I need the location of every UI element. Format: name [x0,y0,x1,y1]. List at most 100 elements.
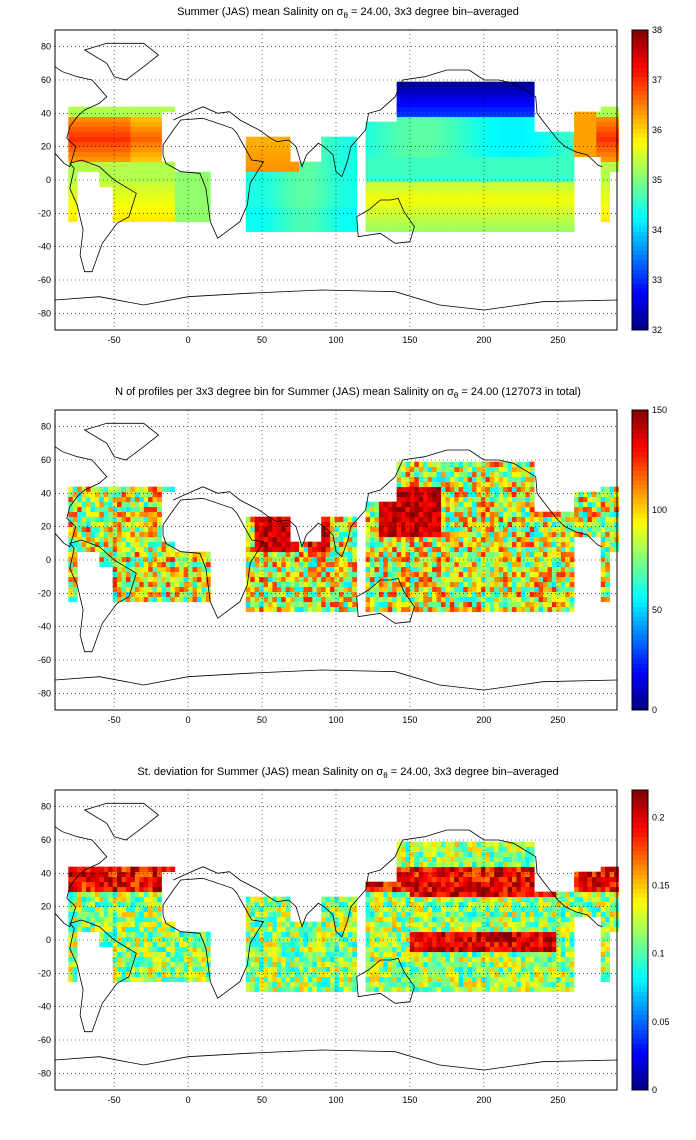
bin-cell [503,96,508,103]
bin-cell [409,181,415,188]
bin-cell [516,471,522,478]
bin-cell [347,551,353,558]
bin-cell [121,586,127,593]
colorbar-step [632,578,648,584]
bin-cell [480,86,486,93]
bin-cell [330,561,335,568]
bin-cell [86,161,91,168]
bin-cell [108,521,114,528]
bin-cell [81,526,87,533]
bin-cell [511,496,517,503]
bin-cell [103,171,109,178]
bin-cell [312,191,318,198]
bin-cell [525,176,531,183]
bin-cell [152,551,158,558]
bin-cell [467,156,473,163]
bin-cell [556,576,562,583]
bin-cell [130,116,136,123]
bin-cell [432,136,437,143]
bin-cell [81,531,87,538]
bin-cell [130,511,136,518]
bin-cell [534,541,540,548]
bin-cell [489,96,495,103]
bin-cell [125,531,131,538]
bin-cell [534,151,540,158]
bin-cell [276,171,282,178]
bin-cell [414,181,420,188]
bin-cell [405,536,411,543]
bin-cell [325,221,331,228]
bin-cell [72,921,78,928]
bin-cell [179,581,185,588]
bin-cell [312,591,318,598]
bin-cell [125,126,131,133]
x-tick-label: 150 [402,715,417,725]
bin-cell [378,506,384,513]
bin-cell [458,196,464,203]
bin-cell [112,541,118,548]
bin-cell [436,556,442,563]
bin-cell [503,536,508,543]
bin-cell [507,116,513,123]
bin-cell [507,591,513,598]
bin-cell [161,186,167,193]
bin-cell [99,541,105,548]
bin-cell [596,131,602,138]
bin-cell [77,121,83,128]
bin-cell [81,541,87,548]
bin-cell [463,476,469,483]
colorbar-step [632,114,648,120]
bin-cell [529,196,535,203]
bin-cell [281,521,287,528]
bin-cell [485,136,491,143]
bin-cell [250,541,256,548]
bin-cell [334,201,340,208]
bin-cell [378,121,384,128]
bin-cell [569,156,575,163]
bin-cell [161,546,167,553]
bin-cell [276,176,282,183]
bin-cell [454,121,460,128]
bin-cell [560,151,566,158]
bin-cell [148,561,154,568]
bin-cell [294,586,300,593]
bin-cell [441,496,446,503]
bin-cell [161,571,167,578]
bin-cell [409,476,415,483]
colorbar-step [632,161,648,167]
bin-cell [472,541,477,548]
bin-cell [409,511,415,518]
bin-cell [347,151,353,158]
bin-cell [489,206,495,213]
bin-cell [307,206,313,213]
bin-cell [396,86,402,93]
colorbar-step [632,602,648,608]
colorbar-step [632,611,648,617]
bin-cell [259,581,264,588]
bin-cell [458,221,464,228]
bin-cell [494,541,500,548]
bin-cell [441,126,446,133]
bin-cell [383,206,389,213]
bin-cell [458,486,464,493]
bin-cell [392,561,398,568]
bin-cell [307,226,313,233]
bin-cell [165,196,171,203]
bin-cell [94,506,100,513]
bin-cell [307,576,313,583]
coastline [468,449,603,548]
bin-cell [414,141,420,148]
bin-cell [489,171,495,178]
bin-cell [432,106,437,113]
bin-cell [441,541,446,548]
bin-cell [485,576,491,583]
bin-cell [130,196,136,203]
bin-cell [134,126,140,133]
bin-cell [108,106,114,113]
bin-cell [591,491,597,498]
bin-cell [405,596,411,603]
bin-cell [596,506,602,513]
bin-cell [117,111,122,118]
bin-cell [139,546,145,553]
bin-cell [157,571,162,578]
